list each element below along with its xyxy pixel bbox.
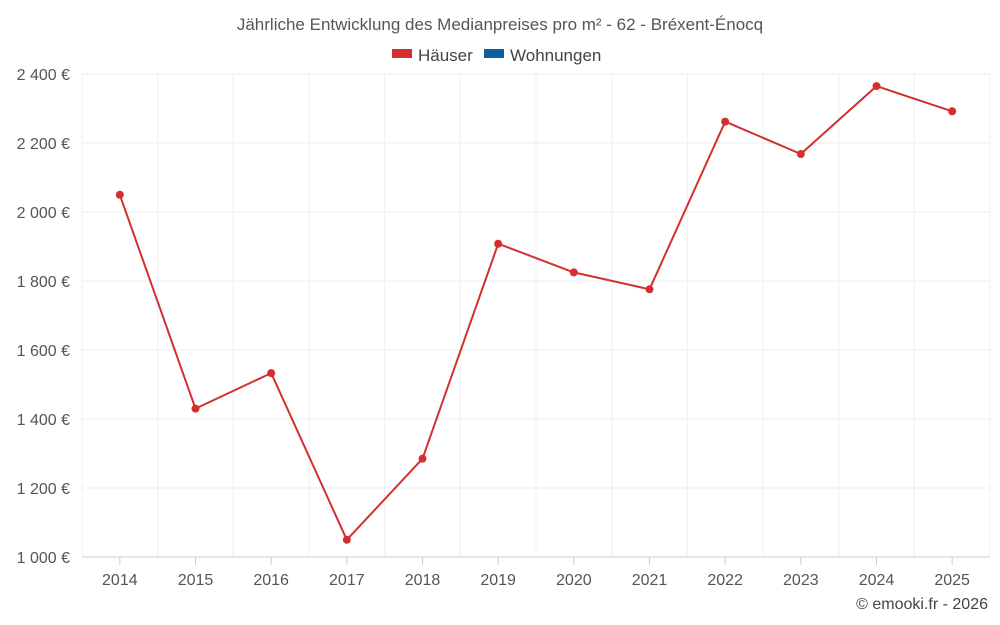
grid	[81, 73, 991, 558]
legend-item-apartments[interactable]: Wohnungen	[484, 46, 601, 65]
x-tick-label: 2018	[405, 572, 441, 589]
data-point[interactable]	[796, 150, 805, 159]
data-point[interactable]	[721, 117, 730, 126]
x-tick-label: 2022	[707, 572, 743, 589]
legend-label-houses: Häuser	[418, 46, 473, 65]
y-axis: 1 000 € 1 200 € 1 400 € 1 600 € 1 800 € 2 000…	[17, 67, 70, 567]
data-point[interactable]	[494, 239, 503, 248]
x-tick-label: 2021	[632, 572, 668, 589]
chart-title: Jährliche Entwicklung des Medianpreises …	[237, 15, 763, 34]
series-houses	[115, 82, 957, 544]
data-point[interactable]	[872, 82, 881, 91]
x-axis: 2014 2015 2016 2017 2018 2019 2020 2021 2022 2023…	[82, 556, 990, 589]
x-tick-label: 2024	[859, 572, 895, 589]
x-tick-label: 2019	[480, 572, 516, 589]
y-tick-label: 1 800 €	[17, 274, 70, 291]
data-point[interactable]	[418, 454, 427, 463]
legend-swatch-houses	[392, 49, 412, 58]
data-point[interactable]	[569, 268, 578, 277]
x-tick-label: 2025	[934, 572, 970, 589]
legend-swatch-apartments	[484, 49, 504, 58]
data-point[interactable]	[191, 404, 200, 413]
x-tick-label: 2016	[253, 572, 289, 589]
x-tick-label: 2020	[556, 572, 592, 589]
y-tick-label: 2 200 €	[17, 136, 70, 153]
data-point[interactable]	[342, 535, 351, 544]
legend-label-apartments: Wohnungen	[510, 46, 601, 65]
x-tick-label: 2015	[178, 572, 214, 589]
legend-item-houses[interactable]: Häuser	[392, 46, 473, 65]
x-tick-label: 2017	[329, 572, 365, 589]
y-tick-label: 1 600 €	[17, 343, 70, 360]
y-tick-label: 2 400 €	[17, 67, 70, 84]
credit: © emooki.fr - 2026	[856, 596, 988, 613]
data-point[interactable]	[267, 369, 276, 378]
y-tick-label: 1 200 €	[17, 481, 70, 498]
x-tick-label: 2014	[102, 572, 138, 589]
y-tick-label: 2 000 €	[17, 205, 70, 222]
series-line-houses	[118, 85, 953, 541]
y-tick-label: 1 000 €	[17, 550, 70, 567]
legend: Häuser Wohnungen	[392, 46, 601, 65]
y-tick-label: 1 400 €	[17, 412, 70, 429]
x-tick-label: 2023	[783, 572, 819, 589]
data-point[interactable]	[645, 285, 654, 294]
data-point[interactable]	[115, 190, 124, 199]
data-point[interactable]	[948, 107, 957, 116]
